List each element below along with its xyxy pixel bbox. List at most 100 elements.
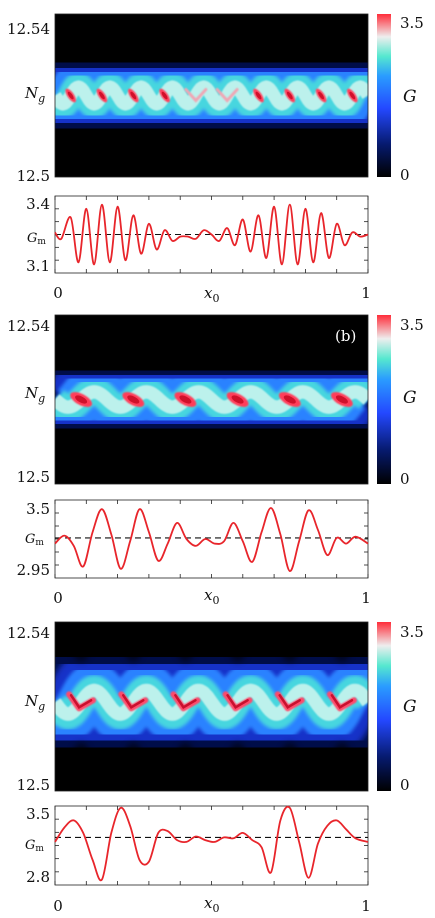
ridge-gap [345,14,360,57]
ridge-gap [282,14,297,57]
series-line [54,805,369,882]
ridge-gap [69,742,93,791]
ridge-peak-core [349,91,356,100]
y-tick-top: 12.54 [7,624,50,642]
heatmap-ridge [55,622,368,791]
ridge-gap [330,440,354,484]
y-axis-label: Ng [24,384,45,405]
colorbar-label: G [403,87,417,107]
axis-ticks [54,196,369,273]
heatmap-panel-1: 12.54 12.5 Ng 3.5 0 G [7,13,424,185]
ridge-peak-core [122,694,145,709]
ridge-peak-core [286,91,293,100]
colorbar-tick-min: 0 [400,776,410,794]
ridge-band-5 [55,80,368,111]
y-tick-top: 3.5 [26,500,50,518]
panel-label: (b) [335,327,356,345]
ridge-peak-core [75,395,88,404]
y-tick-top: 12.54 [7,20,50,38]
x-tick-right: 1 [361,589,371,607]
ridge-gap [188,134,203,177]
ridge-gap [121,315,145,359]
ridge-peak-core [179,395,192,404]
y-axis-label: Ng [24,84,45,105]
ridge-gap [226,622,250,662]
ridge-gap [173,440,197,484]
series-line [54,507,369,573]
ridge-gap [63,14,78,57]
line-frame [54,805,369,886]
colorbar-tick-max: 3.5 [400,316,424,334]
mean-label: Gm [27,231,46,247]
y-tick-top: 3.5 [26,805,50,823]
ridge-gap [121,622,145,662]
line-panel-2: 3.5 2.95 Gm 0 1 x0 [17,499,371,607]
heatmap-panel-2: (b) 12.54 12.5 Ng 3.5 0 G [7,314,424,488]
ridge-gap [226,440,250,484]
ridge-gap [278,742,302,791]
ridge-gap [63,134,78,177]
heatmap-ridge [55,315,368,484]
ridge-gap [157,14,172,57]
colorbar-tick-min: 0 [400,470,410,488]
ridge-peak-core [174,694,197,709]
ridge-peak-core [130,91,137,100]
colorbar-label: G [403,697,417,717]
ridge-gap [69,440,93,484]
line-frame [54,499,369,579]
ridge-peak-core [255,91,262,100]
ridge-gap [345,134,360,177]
ridge-peak [184,88,208,103]
ridge-gap [173,315,197,359]
ridge-gap [220,134,235,177]
ridge-gap [330,742,354,791]
y-tick-bottom: 12.5 [17,468,50,486]
y-tick-bottom: 3.1 [26,257,50,275]
heatmap-panel-3: 12.54 12.5 Ng 3.5 0 G [7,621,424,794]
ridge-peak-core [98,91,105,100]
y-tick-top: 12.54 [7,317,50,335]
ridge-gap [226,742,250,791]
ridge-gap [69,622,93,662]
ridge-gap [220,14,235,57]
y-tick-bottom: 2.8 [26,868,50,886]
y-tick-top: 3.4 [26,195,50,213]
mean-label: Gm [25,532,44,548]
ridge-gap [251,14,266,57]
heatmap-frame [54,621,369,792]
ridge-gap [95,14,109,57]
x-tick-left: 0 [53,284,63,302]
colorbar-tick-max: 3.5 [400,623,424,641]
ridge-peak-core [67,91,74,100]
colorbar-tick-max: 3.5 [400,14,424,32]
x-tick-right: 1 [361,284,371,302]
ridge-band-5 [55,385,368,414]
ridge-gap [278,622,302,662]
ridge-gap [69,315,93,359]
mean-label: Gm [25,838,44,854]
ridge-peak [215,88,239,103]
ridge-gap [278,315,302,359]
heatmap-ridge [55,14,368,177]
ridge-peak-core [69,694,93,709]
ridge-peak-core [283,395,296,404]
ridge-gap [126,134,141,177]
colorbar [377,14,391,177]
x-tick-left: 0 [53,897,63,915]
ridge-gap [314,134,328,177]
axis-ticks [54,806,369,885]
ridge-gap [282,134,297,177]
ridge-gap [126,14,141,57]
ridge-gap [330,622,354,662]
line-panel-1: 3.4 3.1 Gm 0 1 x0 [26,195,371,305]
series-line [54,203,369,266]
ridge-gap [121,742,145,791]
ridge-gap [157,134,172,177]
ridge-gap [330,315,354,359]
ridge-gap [173,742,197,791]
ridge-peak-core [278,694,301,709]
ridge-peak-core [335,395,348,404]
ridge-gap [121,440,145,484]
y-tick-bottom: 12.5 [17,776,50,794]
